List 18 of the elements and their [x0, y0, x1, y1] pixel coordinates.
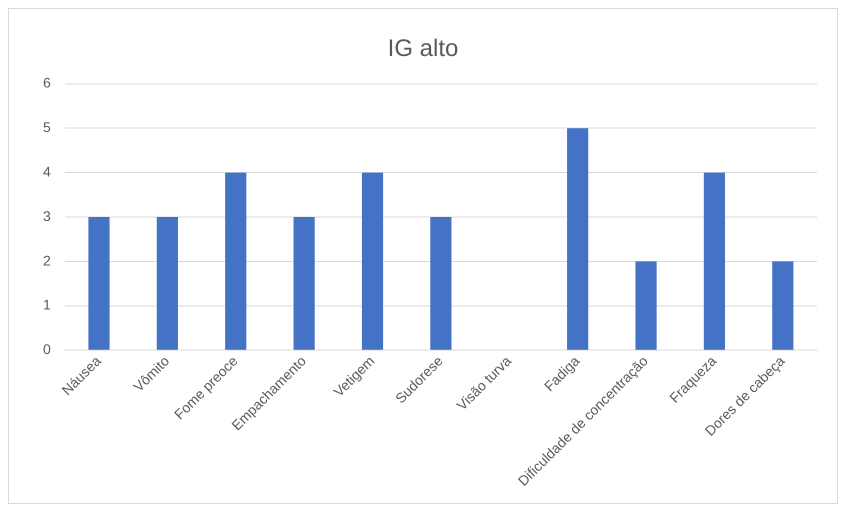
y-tick-label: 1: [42, 296, 51, 313]
y-tick-label: 5: [42, 119, 51, 136]
bar: [362, 172, 384, 350]
y-tick-label: 0: [42, 341, 51, 358]
bar: [156, 217, 178, 350]
bar: [430, 217, 452, 350]
bar: [88, 217, 110, 350]
bar: [225, 172, 246, 350]
bar: [635, 261, 657, 350]
bar: [294, 217, 315, 350]
bar: [567, 128, 588, 350]
y-tick-label: 4: [42, 163, 51, 180]
y-tick-label: 2: [42, 252, 51, 268]
chart-title: IG alto: [388, 35, 458, 62]
bar: [704, 172, 726, 350]
y-tick-label: 3: [42, 208, 51, 224]
y-tick-label: 6: [42, 74, 51, 91]
bar: [772, 261, 794, 350]
